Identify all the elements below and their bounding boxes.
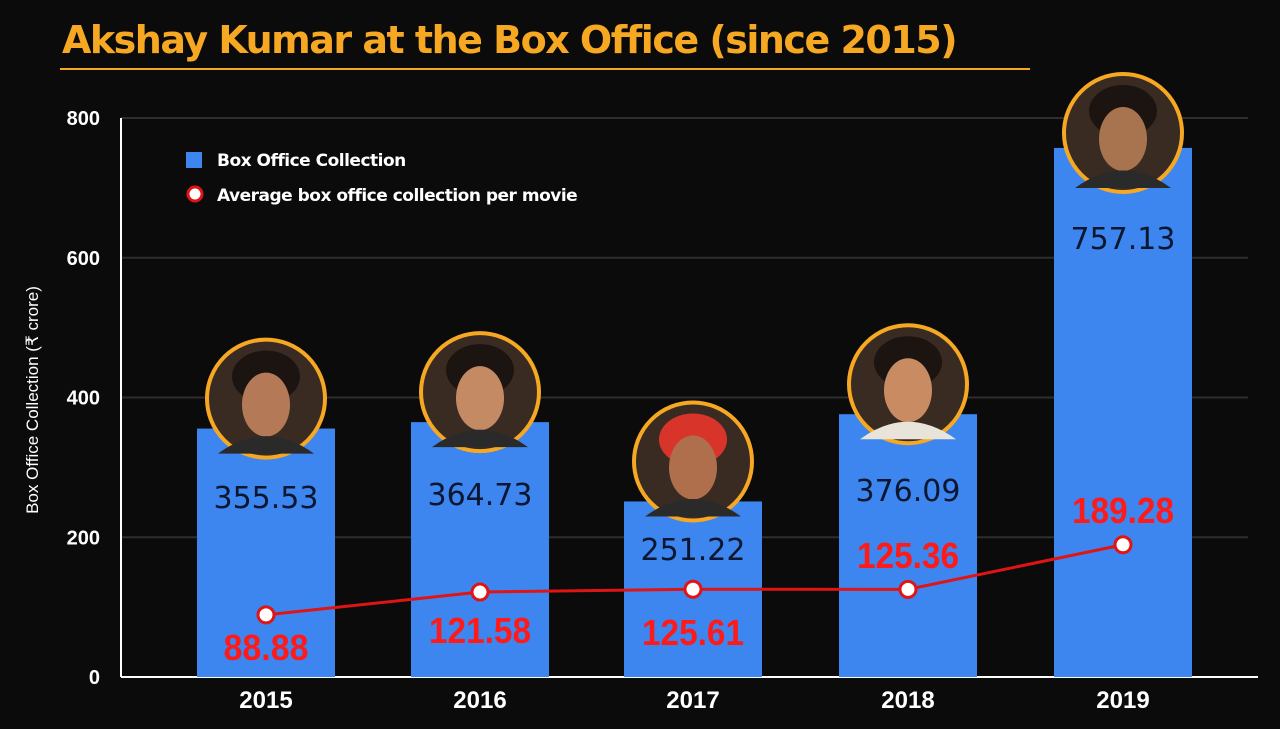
average-point-2018 bbox=[898, 579, 918, 599]
avg-value-2016: 121.58 bbox=[429, 610, 531, 651]
average-point-2017 bbox=[683, 579, 703, 599]
bar-2018 bbox=[839, 414, 977, 677]
x-tick-label-2019: 2019 bbox=[1096, 687, 1149, 714]
portrait-2018 bbox=[847, 323, 969, 446]
legend-label-line: Average box office collection per movie bbox=[217, 186, 577, 206]
portrait-shoulders bbox=[860, 421, 956, 440]
x-tick-label-2015: 2015 bbox=[239, 687, 292, 714]
portrait-2016 bbox=[419, 331, 541, 454]
avg-value-2017: 125.61 bbox=[642, 612, 744, 653]
legend: Box Office Collection Average box office … bbox=[186, 151, 578, 206]
portraits bbox=[205, 71, 1184, 523]
portrait-2017 bbox=[632, 400, 754, 523]
y-tick-label-800: 800 bbox=[67, 108, 100, 130]
portrait-face bbox=[456, 366, 504, 431]
portrait-shoulders bbox=[432, 429, 528, 448]
bar-value-2018: 376.09 bbox=[856, 474, 961, 509]
portrait-shoulders bbox=[645, 498, 741, 517]
average-point-2019 bbox=[1113, 535, 1133, 555]
x-tick-label-2016: 2016 bbox=[453, 687, 506, 714]
axes: 0 200 400 600 800 Box Office Collection (₹ cr… bbox=[23, 108, 1258, 714]
data-labels: 355.53 364.73 251.22 376.09 757.13 88.88 121.5… bbox=[214, 222, 1176, 668]
average-point-2015 bbox=[256, 605, 276, 625]
avg-value-2018: 125.36 bbox=[857, 535, 959, 576]
bar-value-2017: 251.22 bbox=[641, 533, 746, 568]
bar-value-2015: 355.53 bbox=[214, 481, 319, 516]
y-tick-label-0: 0 bbox=[89, 667, 100, 689]
y-axis-label: Box Office Collection (₹ crore) bbox=[23, 286, 42, 514]
x-tick-label-2018: 2018 bbox=[881, 687, 934, 714]
bar-value-2016: 364.73 bbox=[428, 478, 533, 513]
y-tick-label-400: 400 bbox=[67, 388, 100, 410]
portrait-shoulders bbox=[218, 436, 314, 454]
bar-2019 bbox=[1054, 147, 1192, 677]
portrait-face bbox=[884, 358, 932, 423]
legend-line-marker bbox=[186, 185, 204, 203]
x-tick-label-2017: 2017 bbox=[666, 687, 719, 714]
title-underline bbox=[60, 68, 1030, 70]
portrait-face bbox=[1099, 106, 1147, 171]
portrait-2015 bbox=[205, 337, 327, 460]
portrait-face bbox=[242, 372, 290, 437]
bar-2016 bbox=[411, 422, 549, 677]
portrait-face bbox=[669, 435, 717, 500]
portrait-2019 bbox=[1062, 71, 1184, 194]
avg-value-2019: 189.28 bbox=[1072, 490, 1174, 531]
portrait-shoulders bbox=[1075, 170, 1171, 188]
chart-title: Akshay Kumar at the Box Office (since 20… bbox=[62, 18, 958, 62]
avg-value-2015: 88.88 bbox=[224, 627, 309, 668]
average-point-2016 bbox=[470, 582, 490, 602]
bar-value-2019: 757.13 bbox=[1071, 222, 1176, 257]
average-line bbox=[256, 535, 1133, 625]
y-tick-label-600: 600 bbox=[67, 248, 100, 270]
bars bbox=[197, 147, 1192, 677]
legend-label-bar: Box Office Collection bbox=[217, 151, 406, 171]
bar-2015 bbox=[197, 428, 335, 677]
legend-bar-swatch bbox=[186, 152, 202, 168]
y-tick-label-200: 200 bbox=[67, 527, 100, 549]
